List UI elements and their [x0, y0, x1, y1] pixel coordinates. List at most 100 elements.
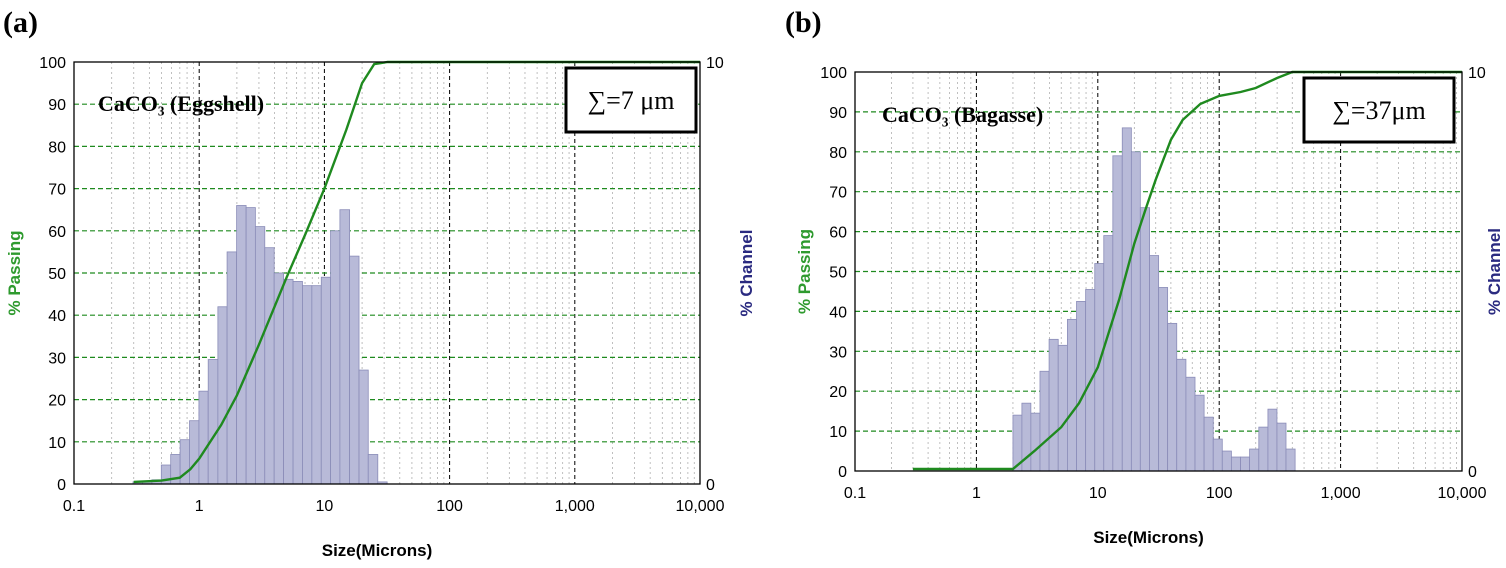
channel-bar — [311, 285, 322, 485]
y-tick-label: 80 — [48, 139, 66, 156]
channel-bar — [1221, 450, 1232, 472]
panel-label-a: (a) — [3, 6, 38, 39]
y-axis-label-left-b: % Passing — [795, 229, 814, 314]
annotation-text-b: ∑=37μm — [1332, 96, 1425, 125]
y-right-tick-labels-a: 0 10 — [706, 55, 724, 494]
y-right-tick-labels-b: 0 10 — [1468, 65, 1486, 481]
channel-bar — [217, 306, 228, 485]
channel-bar — [1240, 456, 1251, 472]
channel-bar — [1048, 338, 1059, 472]
channel-bar — [245, 207, 256, 485]
x-axis-label-a: Size(Microns) — [322, 541, 433, 560]
y-tick-label: 0 — [838, 464, 847, 481]
y-tick-label: 0 — [57, 477, 66, 494]
channel-bar — [1121, 127, 1132, 472]
x-tick-label: 1,000 — [555, 498, 595, 515]
channel-bar — [1194, 394, 1205, 472]
channel-bar — [189, 420, 200, 485]
channel-bar — [1094, 263, 1105, 472]
y-tick-label: 20 — [48, 393, 66, 410]
y-tick-label: 70 — [48, 182, 66, 199]
channel-bar — [236, 205, 247, 485]
bars-a — [132, 205, 388, 485]
y-right-tick-label: 10 — [706, 55, 724, 72]
channel-bar — [358, 369, 369, 485]
y-tick-label: 40 — [48, 308, 66, 325]
channel-bar — [1158, 287, 1169, 472]
channel-bar — [254, 226, 266, 485]
y-tick-label: 60 — [829, 225, 847, 242]
y-tick-label: 60 — [48, 224, 66, 241]
channel-bar — [1030, 412, 1041, 472]
y-axis-label-left-a: % Passing — [5, 230, 24, 315]
x-axis-label-b: Size(Microns) — [1093, 528, 1204, 547]
plot-frame-a — [73, 61, 701, 485]
channel-bar — [264, 247, 275, 485]
y-tick-label: 30 — [48, 350, 66, 367]
y-tick-label: 80 — [829, 145, 847, 162]
y-tick-labels-b: 0 10 20 30 40 50 60 70 80 90 100 — [820, 65, 847, 481]
chart-a: (a) 0.1 1 10 100 1,000 10,000 010203040506070… — [3, 6, 756, 560]
x-tick-label: 1,000 — [1321, 485, 1361, 502]
y-tick-label: 90 — [48, 97, 66, 114]
channel-bar — [367, 454, 379, 485]
y-tick-label: 20 — [829, 384, 847, 401]
x-tick-label: 100 — [1206, 485, 1233, 502]
y-tick-label: 100 — [39, 55, 66, 72]
channel-bar — [1285, 448, 1296, 472]
x-tick-label: 1 — [972, 485, 981, 502]
x-tick-label: 10,000 — [1438, 485, 1487, 502]
annotation-text-a: ∑=7 μm — [588, 86, 675, 115]
x-tick-label: 100 — [436, 498, 463, 515]
channel-bar — [1276, 422, 1287, 472]
x-tick-label: 0.1 — [63, 498, 85, 515]
channel-bar — [1230, 456, 1241, 472]
channel-bar — [207, 359, 219, 485]
y-tick-label: 10 — [48, 435, 66, 452]
panel-label-b: (b) — [785, 6, 822, 39]
y-tick-label: 90 — [829, 105, 847, 122]
channel-bar — [1103, 235, 1114, 472]
channel-bar — [1067, 318, 1077, 472]
channel-bar — [1139, 207, 1150, 472]
sample-label-a: CaCO₃ (Eggshell) — [98, 91, 264, 116]
channel-bar — [1167, 322, 1178, 472]
channel-bar — [1258, 426, 1269, 472]
x-tick-label: 10,000 — [676, 498, 725, 515]
channel-bar — [1039, 370, 1050, 472]
x-tick-labels-a: 0.1 1 10 100 1,000 10,000 — [63, 498, 725, 515]
y-axis-label-right-a: % Channel — [737, 230, 756, 317]
y-right-tick-label: 0 — [706, 477, 715, 494]
channel-bar — [339, 209, 351, 485]
channel-bar — [1249, 448, 1260, 472]
bars-b — [1012, 127, 1296, 472]
y-right-tick-label: 10 — [1468, 65, 1486, 82]
y-tick-label: 50 — [829, 265, 847, 282]
channel-bar — [349, 255, 360, 485]
x-tick-label: 0.1 — [844, 485, 866, 502]
y-tick-label: 10 — [829, 424, 847, 441]
channel-bar — [330, 230, 341, 485]
y-axis-label-right-b: % Channel — [1485, 228, 1504, 315]
plot-frame-b — [854, 71, 1463, 472]
x-tick-labels-b: 0.1 1 10 100 1,000 10,000 — [844, 485, 1487, 502]
channel-bar — [302, 285, 313, 485]
y-tick-label: 30 — [829, 344, 847, 361]
channel-bar — [1185, 376, 1196, 472]
y-tick-label: 70 — [829, 185, 847, 202]
channel-bar — [1076, 301, 1087, 472]
channel-bar — [1130, 151, 1141, 472]
channel-bar — [292, 281, 303, 485]
channel-bar — [1149, 255, 1160, 472]
channel-bar — [1212, 438, 1223, 472]
x-tick-label: 10 — [316, 498, 334, 515]
chart-b: (b) 0.1 1 10 100 1,000 10,000 010203040506070… — [785, 6, 1504, 547]
passing-curve-a — [133, 60, 700, 484]
x-tick-label: 1 — [195, 498, 204, 515]
channel-bar — [1176, 358, 1187, 472]
annotation-box-b — [1302, 76, 1456, 144]
y-tick-label: 40 — [829, 304, 847, 321]
y-tick-label: 50 — [48, 266, 66, 283]
annotation-box-a — [564, 66, 698, 134]
